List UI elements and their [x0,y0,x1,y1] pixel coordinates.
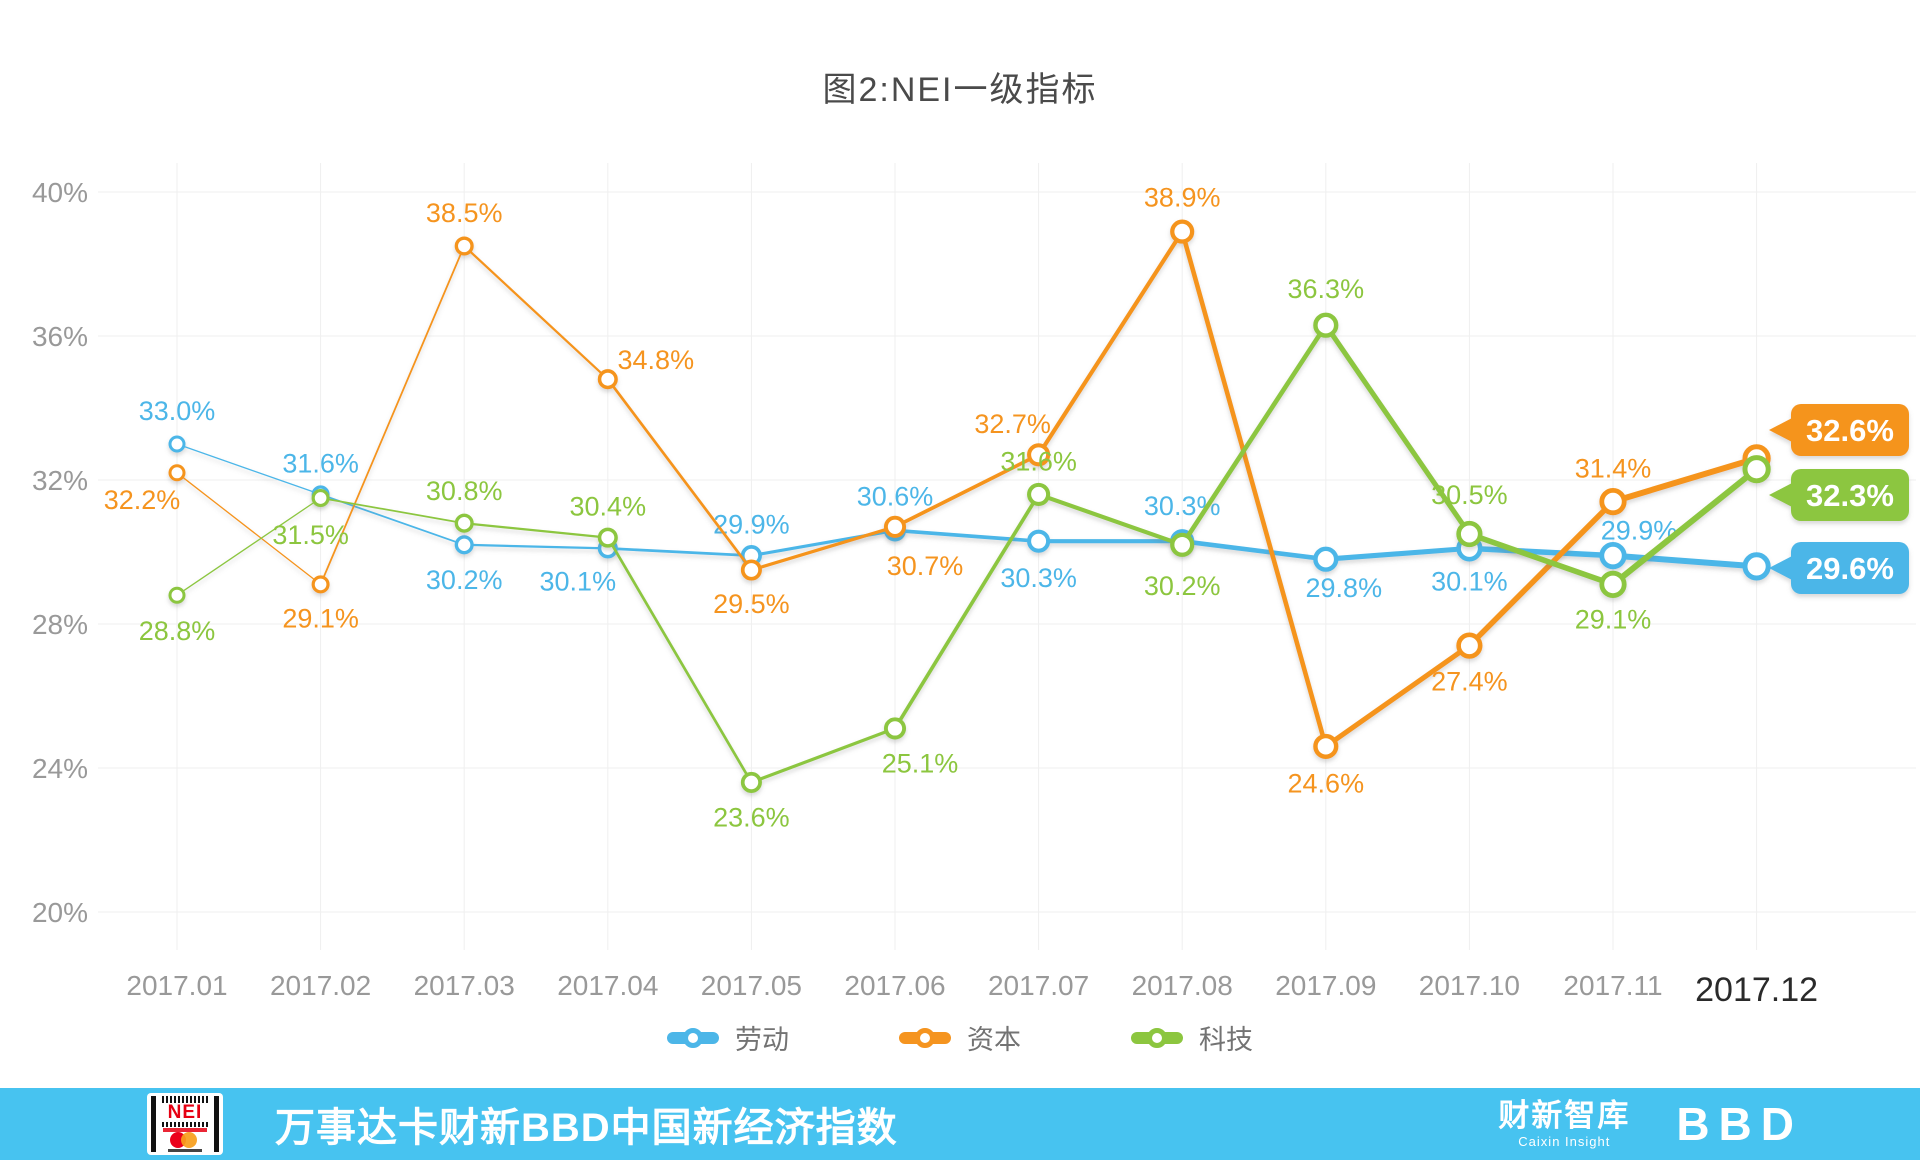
mastercard-wordmark [168,1148,202,1152]
legend-item-capital[interactable]: 资本 [899,1018,1021,1057]
svg-text:30.2%: 30.2% [1144,571,1221,601]
svg-text:38.5%: 38.5% [426,198,503,228]
svg-text:29.1%: 29.1% [1575,604,1652,634]
svg-text:28.8%: 28.8% [139,616,216,646]
legend-label-labor: 劳动 [735,1025,789,1055]
nei-logo: NEI [147,1093,223,1155]
svg-text:32.3%: 32.3% [1806,478,1894,513]
bbd-logo: BBD [1676,1098,1803,1150]
svg-text:2017.05: 2017.05 [701,970,802,1001]
svg-text:40%: 40% [32,177,88,208]
svg-text:27.4%: 27.4% [1431,667,1508,697]
svg-text:23.6%: 23.6% [713,802,790,832]
series-2-科技 [168,312,1771,793]
legend-item-labor[interactable]: 劳动 [667,1018,789,1057]
caixin-insight-logo: 财新智库 Caixin Insight [1498,1098,1631,1149]
svg-text:2017.04: 2017.04 [557,970,658,1001]
svg-text:2017.06: 2017.06 [844,970,945,1001]
nei-logo-text: NEI [167,1102,203,1124]
svg-text:29.5%: 29.5% [713,589,790,619]
nei-logo-left-bar [151,1096,156,1152]
svg-text:29.8%: 29.8% [1306,573,1383,603]
svg-text:25.1%: 25.1% [882,748,959,778]
chart-legend: 劳动 资本 科技 [0,1018,1920,1057]
labor-series-marker-icon [667,1025,719,1051]
legend-item-tech[interactable]: 科技 [1131,1018,1253,1057]
svg-text:2017.07: 2017.07 [988,970,1089,1001]
svg-text:2017.10: 2017.10 [1419,970,1520,1001]
svg-text:31.5%: 31.5% [272,520,349,550]
svg-text:28%: 28% [32,609,88,640]
svg-text:20%: 20% [32,897,88,928]
svg-text:30.7%: 30.7% [887,551,964,581]
svg-text:30.4%: 30.4% [570,492,647,522]
mastercard-icon [170,1131,200,1149]
nei-logo-barcode-bottom-icon [162,1122,208,1128]
nei-line-chart: 40%36%32%28%24%20%2017.01 2017.02 2017.03 2… [32,163,1916,1009]
svg-text:24.6%: 24.6% [1288,768,1365,798]
legend-label-tech: 科技 [1199,1025,1253,1055]
svg-text:2017.09: 2017.09 [1275,970,1376,1001]
svg-text:24%: 24% [32,753,88,784]
svg-text:29.6%: 29.6% [1806,551,1894,586]
svg-text:32.2%: 32.2% [104,485,181,515]
svg-text:33.0%: 33.0% [139,396,216,426]
svg-text:30.6%: 30.6% [857,481,934,511]
svg-text:29.1%: 29.1% [282,603,359,633]
svg-text:32%: 32% [32,465,88,496]
svg-text:2017.12: 2017.12 [1695,971,1818,1009]
svg-text:32.7%: 32.7% [974,409,1051,439]
svg-text:30.5%: 30.5% [1431,480,1508,510]
svg-text:31.4%: 31.4% [1575,454,1652,484]
svg-text:30.8%: 30.8% [426,476,503,506]
nei-logo-red-tagline [163,1127,207,1132]
series-2-labels: 28.8% 31.5% 30.8% 30.4% 23.6% 25.1% 31.6% 30.2%… [139,274,1652,832]
series-0-劳动 [168,435,1771,581]
y-axis-labels: 40% 36% 32% 28% 24% 20% [32,177,88,928]
capital-series-marker-icon [899,1025,951,1051]
svg-text:34.8%: 34.8% [618,345,695,375]
svg-text:2017.02: 2017.02 [270,970,371,1001]
legend-label-capital: 资本 [967,1025,1021,1055]
svg-text:38.9%: 38.9% [1144,183,1221,213]
chart-title: 图2:NEI一级指标 [822,71,1098,109]
series-1-资本 [168,219,1771,759]
svg-text:31.6%: 31.6% [1000,446,1077,476]
svg-text:30.1%: 30.1% [540,566,617,596]
svg-text:2017.11: 2017.11 [1563,970,1662,1001]
series-0-labels: 33.0%31.6%30.2% 30.1%29.9%30.6%30.3%30.3%… [139,396,1678,603]
tech-series-marker-icon [1131,1025,1183,1051]
nei-logo-barcode-top-icon [162,1096,208,1103]
svg-text:2017.01: 2017.01 [126,970,227,1001]
svg-text:2017.03: 2017.03 [414,970,515,1001]
svg-text:30.1%: 30.1% [1431,566,1508,596]
svg-text:36.3%: 36.3% [1288,274,1365,304]
x-axis-labels: 2017.01 2017.02 2017.03 2017.04 2017.05 2017.… [126,970,1818,1009]
svg-text:32.6%: 32.6% [1806,413,1894,448]
svg-text:31.6%: 31.6% [282,448,359,478]
footer-index-title: 万事达卡财新BBD中国新经济指数 [275,1106,898,1150]
footer-bar: NEI 万事达卡财新BBD中国新经济指数 财新智库 Caixin Insight… [0,1088,1920,1160]
end-value-badges: 32.6% 32.3% 29.6% [1769,404,1909,594]
svg-text:2017.08: 2017.08 [1132,970,1233,1001]
nei-logo-right-bar [214,1096,219,1152]
svg-text:36%: 36% [32,321,88,352]
svg-text:30.3%: 30.3% [1000,563,1077,593]
svg-text:30.2%: 30.2% [426,565,503,595]
series-1-labels: 32.2% 29.1% 38.5% 34.8% 29.5% 30.7% 32.7% 38.9%… [104,183,1652,799]
